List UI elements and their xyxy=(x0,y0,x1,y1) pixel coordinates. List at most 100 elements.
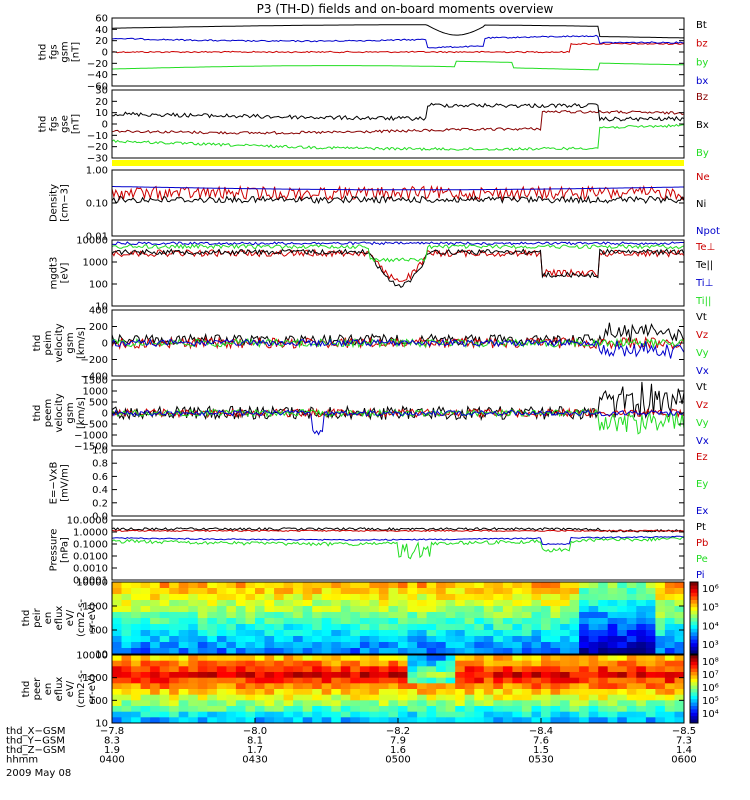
heatmap-cell xyxy=(502,648,513,655)
heatmap-cell xyxy=(645,694,656,701)
colorbar-segment xyxy=(690,607,698,612)
heatmap-cell xyxy=(274,624,285,631)
heatmap-cell xyxy=(569,677,580,684)
heatmap-cell xyxy=(636,630,647,637)
heatmap-cell xyxy=(493,624,504,631)
heatmap-cell xyxy=(541,717,551,724)
heatmap-cell xyxy=(321,694,332,701)
heatmap-cell xyxy=(159,588,170,595)
heatmap-cell xyxy=(359,618,370,625)
heatmap-cell xyxy=(626,711,637,718)
heatmap-cell xyxy=(378,582,389,589)
heatmap-cell xyxy=(436,648,447,655)
colorbar-segment xyxy=(690,618,698,623)
heatmap-cell xyxy=(598,660,609,667)
heatmap-cell xyxy=(464,700,475,707)
heatmap-cell xyxy=(369,717,380,724)
x-tick-label: 8.3 xyxy=(104,736,120,747)
colorbar-segment xyxy=(690,661,698,666)
heatmap-cell xyxy=(636,666,647,673)
heatmap-cell xyxy=(159,666,170,673)
colorbar-segment xyxy=(690,682,698,687)
heatmap-cell xyxy=(226,689,237,696)
heatmap-cell xyxy=(197,618,208,625)
heatmap-cell xyxy=(436,683,447,690)
heatmap-cell xyxy=(512,660,523,667)
heatmap-cell xyxy=(274,672,285,679)
heatmap-cell xyxy=(626,648,637,655)
heatmap-cell xyxy=(283,624,294,631)
heatmap-cell xyxy=(445,636,456,643)
heatmap-cell xyxy=(436,666,447,673)
heatmap-cell xyxy=(588,683,599,690)
x-tick-label: 0600 xyxy=(671,755,696,766)
heatmap-cell xyxy=(340,666,351,673)
heatmap-cell xyxy=(245,594,256,601)
y-tick-label: 100 xyxy=(89,280,108,291)
heatmap-cell xyxy=(426,642,437,649)
heatmap-cell xyxy=(636,624,647,631)
heatmap-cell xyxy=(417,655,428,662)
heatmap-cell xyxy=(464,683,475,690)
heatmap-cell xyxy=(588,606,599,613)
heatmap-cell xyxy=(312,677,323,684)
heatmap-cell xyxy=(674,672,685,679)
series-line-Ni xyxy=(111,195,685,205)
y-axis-label: eflux xyxy=(54,677,65,702)
heatmap-cell xyxy=(493,694,504,701)
heatmap-cell xyxy=(655,689,666,696)
heatmap-cell xyxy=(321,630,332,637)
heatmap-cell xyxy=(340,624,351,631)
heatmap-cell xyxy=(598,700,609,707)
heatmap-cell xyxy=(350,594,361,601)
y-axis-label: [cm−3] xyxy=(60,184,71,222)
heatmap-cell xyxy=(169,660,180,667)
heatmap-cell xyxy=(131,618,142,625)
heatmap-cell xyxy=(121,606,132,613)
heatmap-cell xyxy=(169,711,180,718)
heatmap-cell xyxy=(636,711,647,718)
heatmap-cell xyxy=(207,706,218,713)
series-line-Npot xyxy=(112,186,684,191)
heatmap-cell xyxy=(569,588,580,595)
heatmap-cell xyxy=(255,655,265,662)
heatmap-cell xyxy=(197,642,208,649)
heatmap-cell xyxy=(378,588,389,595)
series-line-Ne xyxy=(111,184,685,202)
heatmap-cell xyxy=(378,624,389,631)
heatmap-cell xyxy=(312,648,323,655)
heatmap-cell xyxy=(493,706,504,713)
heatmap-cell xyxy=(493,672,504,679)
heatmap-cell xyxy=(436,636,447,643)
heatmap-cell xyxy=(521,717,532,724)
heatmap-cell xyxy=(216,689,227,696)
heatmap-cell xyxy=(274,636,285,643)
heatmap-cell xyxy=(550,606,561,613)
heatmap-cell xyxy=(331,588,342,595)
heatmap-cell xyxy=(531,582,542,589)
heatmap-cell xyxy=(626,694,637,701)
y-axis-label: thd xyxy=(32,405,43,422)
heatmap-cell xyxy=(626,717,637,724)
heatmap-cell xyxy=(655,694,666,701)
heatmap-cell xyxy=(474,717,485,724)
heatmap-cell xyxy=(512,694,523,701)
heatmap-cell xyxy=(531,660,542,667)
heatmap-cell xyxy=(388,618,399,625)
heatmap-cell xyxy=(502,672,513,679)
heatmap-cell xyxy=(226,594,237,601)
heatmap-cell xyxy=(464,672,475,679)
heatmap-cell xyxy=(569,624,580,631)
heatmap-cell xyxy=(350,636,361,643)
heatmap-cell xyxy=(359,642,370,649)
heatmap-cell xyxy=(541,594,551,601)
heatmap-cell xyxy=(588,582,599,589)
heatmap-cell xyxy=(207,666,218,673)
heatmap-cell xyxy=(226,660,237,667)
heatmap-cell xyxy=(264,672,275,679)
heatmap-cell xyxy=(283,717,294,724)
heatmap-cell xyxy=(388,700,399,707)
heatmap-cell xyxy=(131,711,142,718)
